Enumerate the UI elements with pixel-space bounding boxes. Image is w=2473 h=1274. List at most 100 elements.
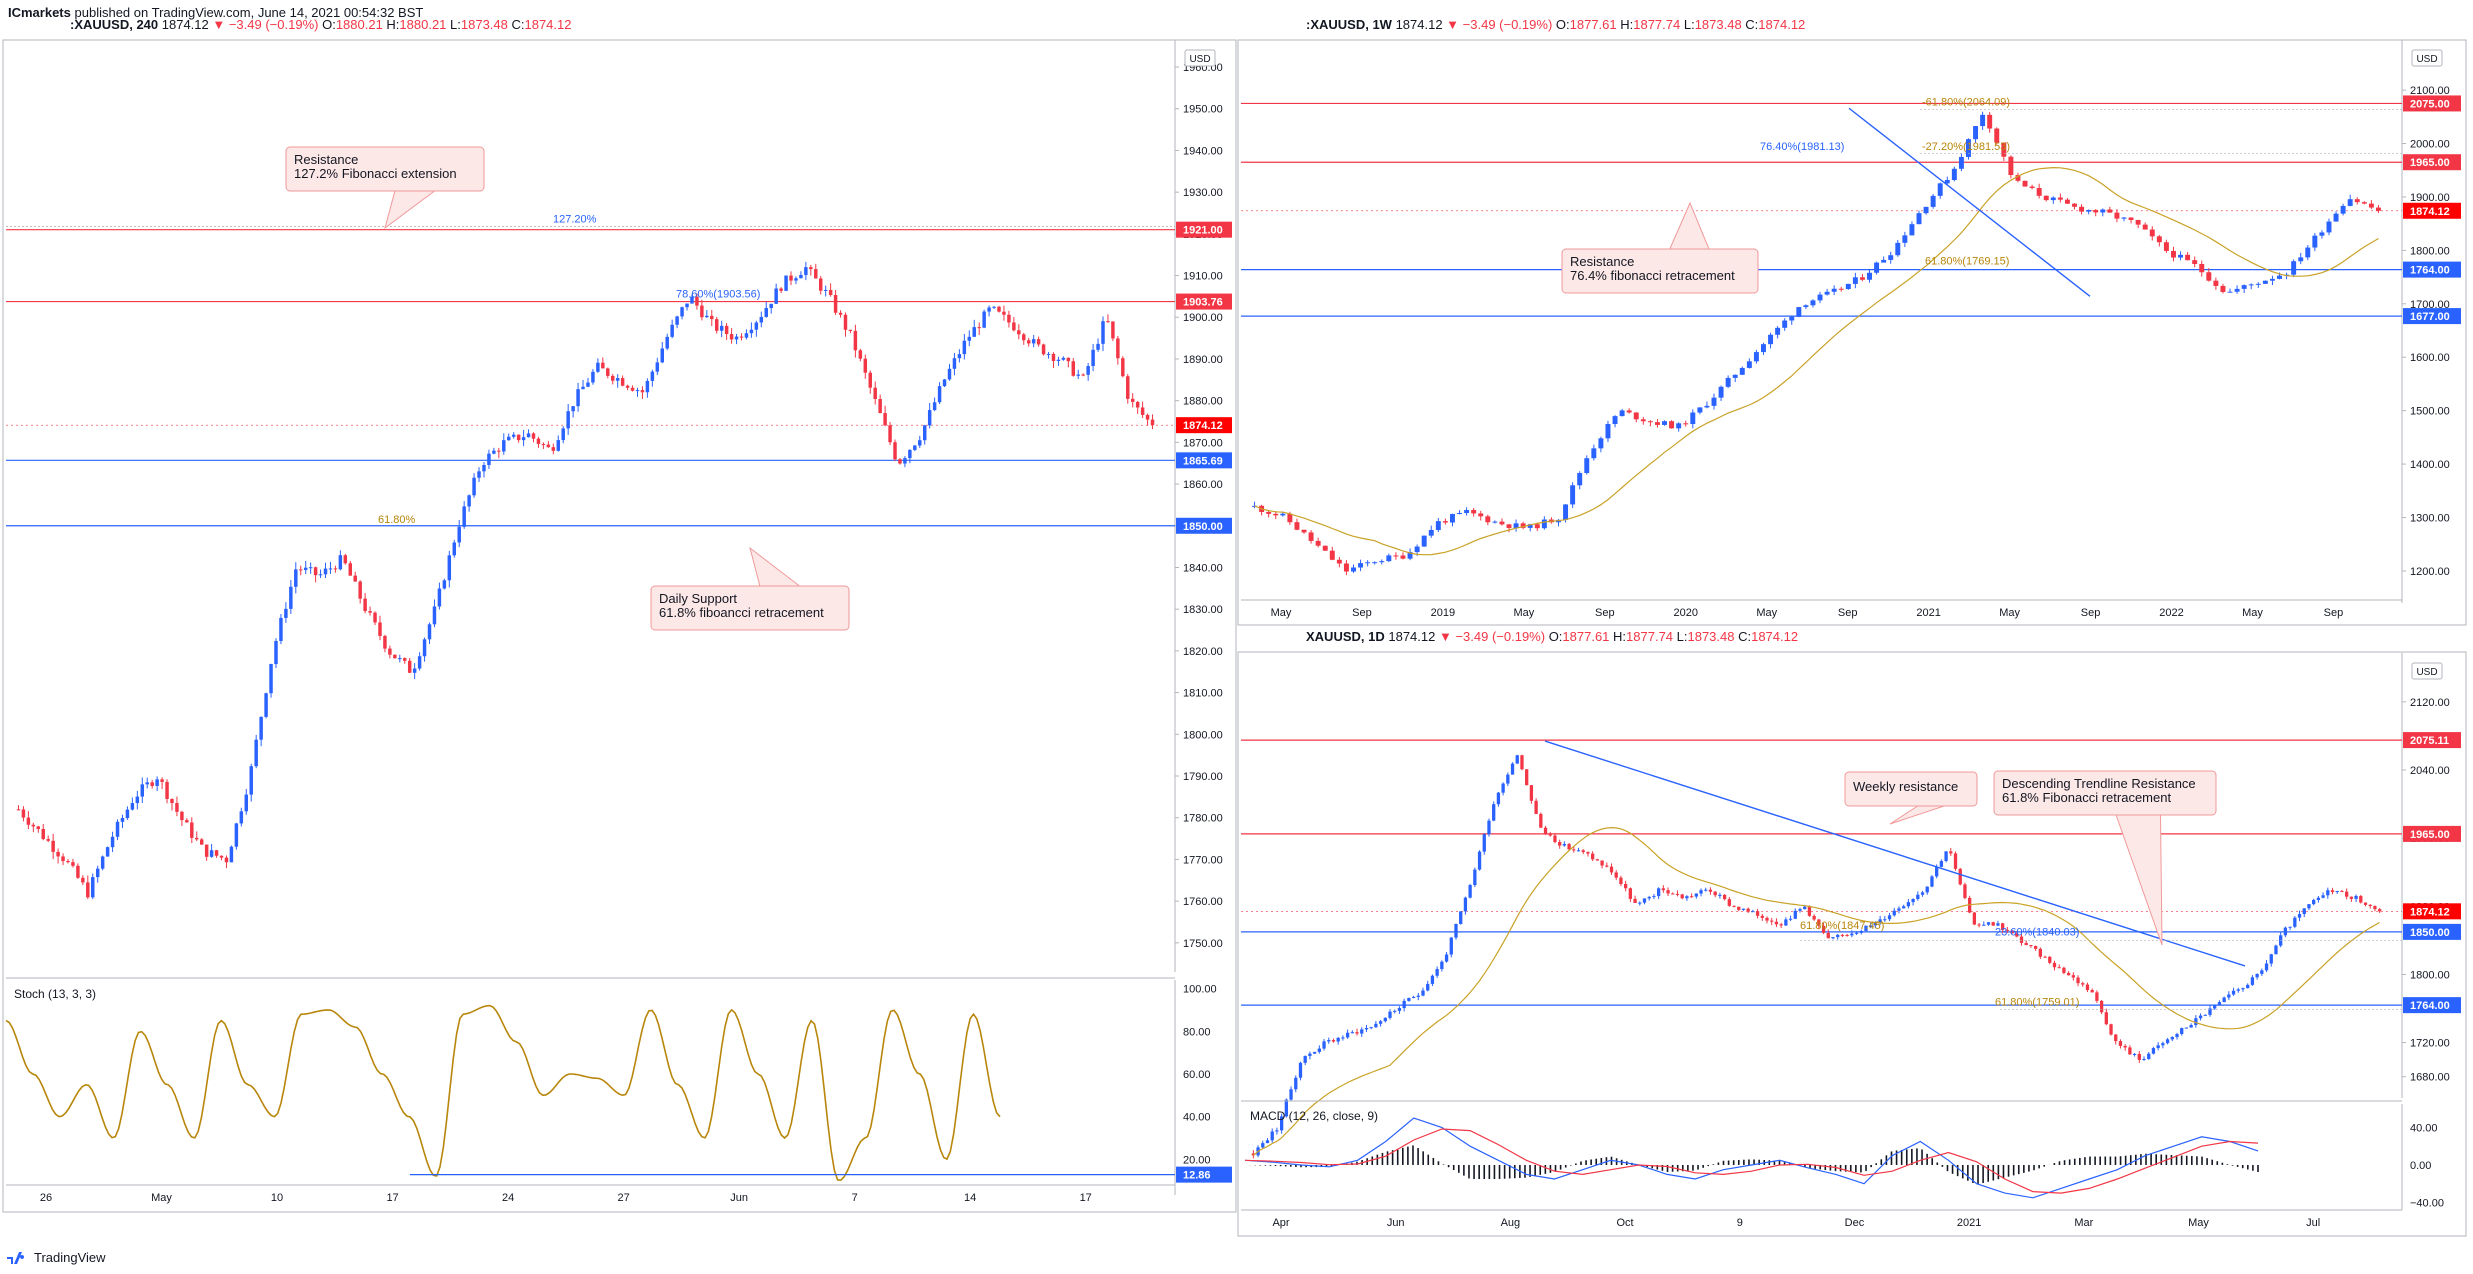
- candle-body: [1428, 529, 1434, 536]
- candle-body: [714, 319, 719, 331]
- currency-badge[interactable]: [2411, 662, 2443, 680]
- chart-header-h4: :XAUUSD, 240 1874.12 ▼ −3.49 (−0.19%) O:…: [70, 17, 571, 32]
- candle-body: [289, 586, 293, 609]
- fib-level-label: 61.80%(1759.01): [1995, 997, 2079, 1009]
- candle-body: [2156, 236, 2162, 243]
- candle-body: [1457, 513, 1463, 515]
- weekly-resistance-callout[interactable]: Weekly resistance: [1844, 771, 1978, 825]
- level-price-label: 1865.69: [1183, 455, 1223, 467]
- candle-body: [1081, 374, 1085, 376]
- candle-body: [190, 822, 194, 838]
- candle-body: [1365, 562, 1371, 564]
- candle-body: [2269, 278, 2275, 281]
- candle-body: [224, 857, 229, 863]
- candle-body: [1916, 894, 1920, 900]
- candle-body: [1821, 925, 1826, 933]
- time-tick-label: Sep: [1352, 607, 1372, 619]
- candle-body: [1647, 896, 1651, 899]
- candle-body: [1473, 869, 1477, 886]
- candle-body: [1789, 316, 1795, 321]
- level-price-label: 1965.00: [2410, 829, 2450, 841]
- candle-body: [1895, 242, 1901, 256]
- price-tick-label: 1700.00: [2410, 299, 2450, 311]
- candle-body: [2241, 988, 2245, 990]
- candle-body: [992, 306, 996, 308]
- currency-badge[interactable]: [2411, 49, 2443, 67]
- candle-body: [442, 580, 447, 589]
- candle-body: [16, 809, 21, 811]
- candle-body: [1529, 785, 1534, 801]
- candle-body: [388, 648, 392, 655]
- candle-body: [1669, 421, 1675, 429]
- candle-body: [462, 506, 466, 527]
- candle-body: [1350, 1032, 1354, 1034]
- callout-line2: 76.4% fibonacci retracement: [1570, 268, 1735, 283]
- candle-body: [2333, 213, 2339, 222]
- candle-body: [1874, 262, 1880, 273]
- candle-body: [239, 811, 244, 824]
- candle-body: [1459, 911, 1463, 924]
- level-price-label: 1850.00: [2410, 927, 2450, 939]
- candle-body: [482, 465, 486, 472]
- candle-body: [259, 716, 263, 740]
- candle-body: [2262, 280, 2268, 284]
- price-tick-label: 1840.00: [1183, 562, 1223, 574]
- descending-trendline-d1[interactable]: [1544, 740, 2246, 967]
- candle-body: [2118, 1041, 2123, 1046]
- candle-body: [759, 316, 764, 323]
- time-tick-label: 10: [271, 1192, 283, 1204]
- candle-body: [1675, 893, 1680, 895]
- candle-body: [1892, 910, 1896, 916]
- candle-body: [2192, 260, 2198, 265]
- candle-body: [2184, 1027, 2189, 1029]
- descending-trendline-w1[interactable]: [1848, 107, 2091, 297]
- candle-body: [1444, 954, 1449, 962]
- candle-body: [695, 296, 699, 306]
- candle-body: [1732, 374, 1738, 378]
- candle-body: [922, 425, 927, 441]
- currency-badge[interactable]: [1184, 49, 1216, 67]
- candle-body: [2161, 1043, 2165, 1046]
- candle-body: [1294, 1077, 1298, 1090]
- candle-body: [1581, 850, 1585, 853]
- candle-body: [1563, 504, 1569, 520]
- time-tick-label: 7: [852, 1192, 858, 1204]
- candle-body: [2100, 209, 2106, 213]
- candle-body: [61, 856, 65, 862]
- price-tick-label: 1600.00: [2410, 352, 2450, 364]
- candle-body: [2178, 254, 2184, 258]
- candle-body: [1468, 885, 1472, 898]
- candle-body: [1351, 567, 1356, 572]
- candle-body: [155, 779, 159, 786]
- candle-body: [2340, 891, 2344, 893]
- callout-line2: 127.2% Fibonacci extension: [294, 166, 457, 181]
- candle-body: [407, 660, 412, 673]
- candle-body: [1704, 405, 1710, 408]
- candle-body: [249, 766, 253, 795]
- candle-body: [323, 568, 328, 575]
- candle-body: [2001, 142, 2007, 157]
- candle-body: [2297, 914, 2302, 918]
- candle-body: [333, 568, 338, 570]
- candle-body: [1654, 422, 1660, 425]
- candle-body: [234, 823, 239, 847]
- candle-body: [536, 438, 541, 444]
- fib-level-label: 78.60%(1903.56): [676, 289, 760, 301]
- price-tick-label: 1720.00: [2410, 1038, 2450, 1050]
- candle-body: [1746, 908, 1750, 912]
- price-tick-label: 1900.00: [2410, 192, 2450, 204]
- candle-body: [1902, 235, 1908, 243]
- candle-body: [1130, 398, 1135, 402]
- candle-body: [1888, 255, 1894, 260]
- candle-body: [685, 303, 689, 308]
- time-tick-label: Jun: [1387, 1217, 1405, 1229]
- candle-body: [1683, 423, 1689, 425]
- candle-body: [1265, 1140, 1270, 1144]
- candle-body: [1591, 853, 1595, 860]
- fib-level-label: -27.20%(1981.53): [1922, 141, 2010, 153]
- candle-body: [1845, 283, 1851, 290]
